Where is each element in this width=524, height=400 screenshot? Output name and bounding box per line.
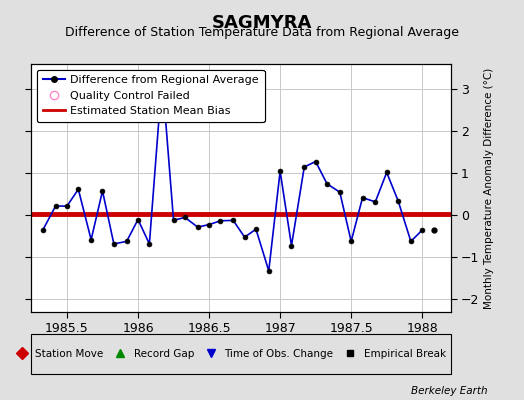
Legend: Difference from Regional Average, Quality Control Failed, Estimated Station Mean: Difference from Regional Average, Qualit…: [37, 70, 265, 122]
Text: SAGMYRA: SAGMYRA: [212, 14, 312, 32]
Legend: Station Move, Record Gap, Time of Obs. Change, Empirical Break: Station Move, Record Gap, Time of Obs. C…: [12, 349, 445, 359]
Text: Berkeley Earth: Berkeley Earth: [411, 386, 487, 396]
Y-axis label: Monthly Temperature Anomaly Difference (°C): Monthly Temperature Anomaly Difference (…: [484, 67, 494, 309]
Text: Difference of Station Temperature Data from Regional Average: Difference of Station Temperature Data f…: [65, 26, 459, 39]
